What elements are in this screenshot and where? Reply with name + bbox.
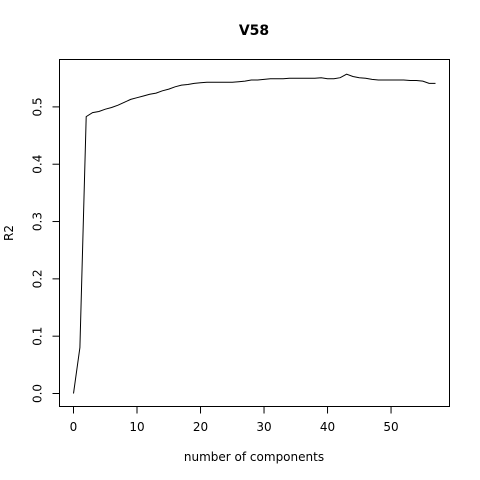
x-tick-label: 40 <box>320 420 335 434</box>
x-tick-label: 50 <box>383 420 398 434</box>
y-tick-label: 0.4 <box>31 155 45 174</box>
x-tick-label: 10 <box>129 420 144 434</box>
series-line <box>73 73 436 394</box>
y-tick-label: 0.3 <box>31 212 45 231</box>
series-group <box>73 73 436 394</box>
y-tick-label: 0.2 <box>31 269 45 288</box>
y-axis-label: R2 <box>2 225 16 241</box>
x-tick-label: 0 <box>70 420 78 434</box>
y-tick-label: 0.0 <box>31 384 45 403</box>
x-axis-label: number of components <box>184 450 324 464</box>
plot-box <box>59 59 450 407</box>
x-axis: 0 10 20 30 40 50 <box>70 406 399 434</box>
y-tick-label: 0.5 <box>31 97 45 116</box>
chart-title: V58 <box>239 23 269 39</box>
y-axis: 0.0 0.1 0.2 0.3 0.4 0.5 <box>31 97 60 403</box>
x-tick-label: 20 <box>193 420 208 434</box>
x-tick-label: 30 <box>256 420 271 434</box>
y-tick-label: 0.1 <box>31 327 45 346</box>
